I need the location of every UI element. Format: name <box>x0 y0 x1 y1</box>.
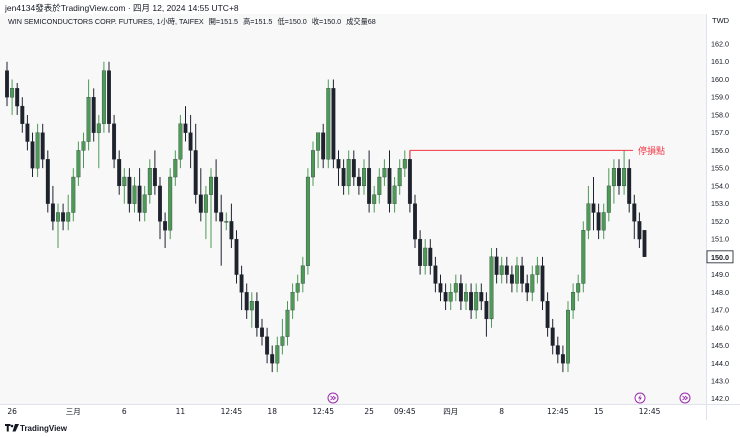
published-info: jen4134發表於TradingView.com · 四月 12, 2024 … <box>5 3 239 13</box>
chart-legend: WIN SEMICONDUCTORS CORP. FUTURES, 1小時, T… <box>8 17 379 27</box>
legend-low: 低=150.0 <box>277 17 307 26</box>
axis-corner <box>706 404 740 420</box>
legend-volume: 成交量68 <box>346 17 376 26</box>
tradingview-logo-icon <box>5 424 19 432</box>
legend-close: 收=150.0 <box>311 17 342 26</box>
top-bar: jen4134發表於TradingView.com · 四月 12, 2024 … <box>0 0 740 14</box>
price-axis[interactable] <box>706 14 740 404</box>
footer <box>0 420 740 437</box>
currency-label[interactable]: TWD <box>712 16 730 25</box>
legend-open: 開=151.5 <box>208 17 239 26</box>
plot-area[interactable] <box>0 14 706 404</box>
time-axis[interactable] <box>0 404 706 420</box>
tradingview-brand: TradingView <box>20 424 67 433</box>
legend-high: 高=151.5 <box>243 17 273 26</box>
legend-symbol: WIN SEMICONDUCTORS CORP. FUTURES, 1小時, T… <box>8 17 204 26</box>
